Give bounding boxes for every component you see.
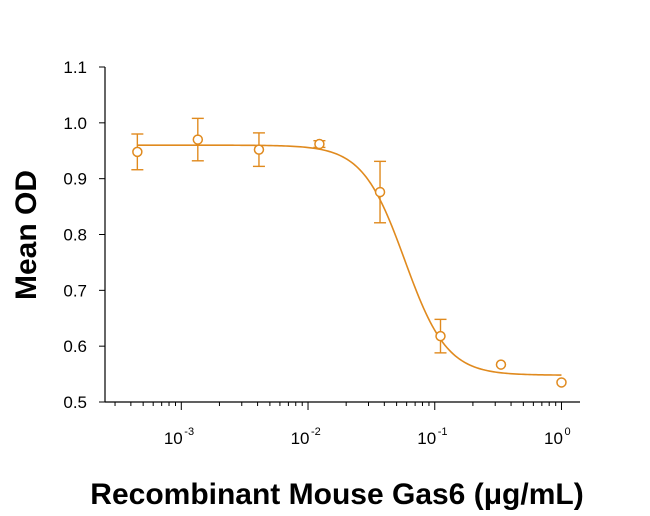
x-tick-label: 10 <box>291 429 310 448</box>
data-point <box>253 144 265 155</box>
y-tick-label: 1.1 <box>63 58 87 77</box>
y-axis-title: Mean OD <box>10 170 43 300</box>
data-point <box>374 186 386 198</box>
data-points-layer <box>131 117 567 388</box>
data-point <box>314 138 325 150</box>
x-tick-exponent: 0 <box>564 426 570 438</box>
x-tick-exponent: -3 <box>184 426 194 438</box>
x-axis-title: Recombinant Mouse Gas6 (μg/mL) <box>90 478 583 511</box>
y-tick-label: 0.9 <box>63 170 87 189</box>
tick-marks <box>99 66 562 410</box>
y-tick-label: 1.0 <box>63 114 87 133</box>
y-tick-label: 0.5 <box>63 393 87 412</box>
data-point <box>132 146 143 158</box>
x-tick-exponent: -2 <box>311 426 321 438</box>
fit-curve-layer <box>137 144 562 376</box>
axes <box>104 67 580 403</box>
x-tick-label: 10 <box>417 429 436 448</box>
data-point <box>495 359 507 370</box>
tick-labels: 0.50.60.70.80.91.01.110 -3 10 -2 10 -1 10 0 <box>63 58 570 448</box>
y-tick-label: 0.8 <box>63 226 87 245</box>
x-tick-label: 10 <box>164 429 183 448</box>
y-tick-label: 0.7 <box>63 281 87 300</box>
data-point <box>556 377 567 388</box>
x-tick-label: 10 <box>544 429 563 448</box>
y-tick-label: 0.6 <box>63 337 87 356</box>
fit-curve <box>137 144 562 376</box>
x-tick-exponent: -1 <box>438 426 448 438</box>
data-point <box>192 134 204 145</box>
data-point <box>435 330 446 342</box>
